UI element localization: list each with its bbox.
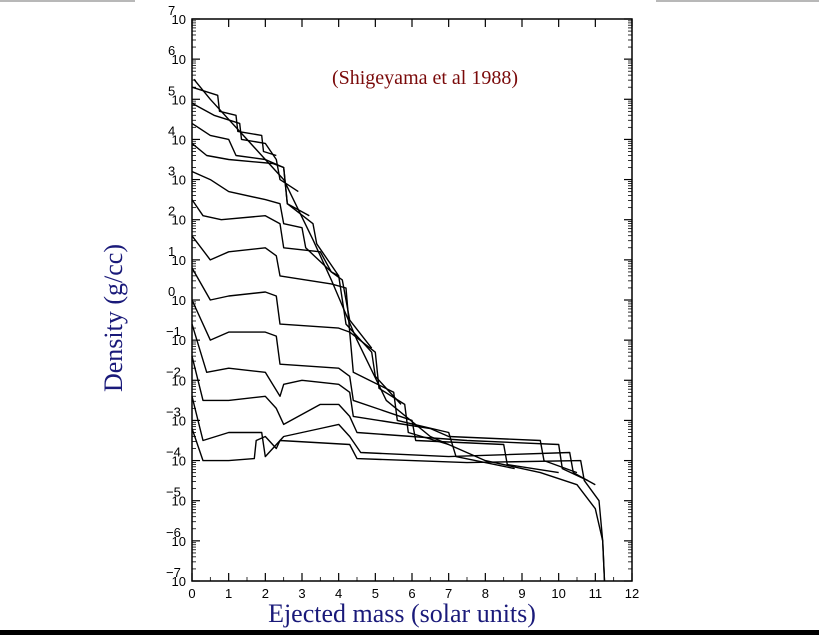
x-axis-ticks: 0 1 2 3 4 5 6 7 8 9 10 11 12 bbox=[188, 19, 639, 601]
density-curve-8 bbox=[191, 235, 449, 446]
density-curve-5 bbox=[191, 142, 340, 277]
density-curve-3 bbox=[191, 102, 299, 193]
x-tick-label: 3 bbox=[298, 586, 305, 601]
y-tick-label: 10 bbox=[172, 373, 186, 388]
x-tick-label: 12 bbox=[625, 586, 639, 601]
y-tick-exponent: 4 bbox=[168, 123, 175, 138]
y-tick-exponent: 5 bbox=[168, 83, 175, 98]
top-edge-right bbox=[656, 0, 819, 2]
x-tick-label: 7 bbox=[445, 586, 452, 601]
y-tick-label: 10 bbox=[172, 253, 186, 268]
chart-annotation: (Shigeyama et al 1988) bbox=[332, 67, 518, 89]
y-tick-exponent: −4 bbox=[166, 445, 181, 460]
density-curve-1 bbox=[193, 78, 606, 582]
y-tick-label: 10 bbox=[172, 454, 186, 469]
x-tick-label: 10 bbox=[551, 586, 565, 601]
y-axis-ticks: 10710610510410310210110010−110−210−310−4… bbox=[166, 3, 632, 589]
y-tick-exponent: 1 bbox=[168, 244, 175, 259]
density-curve-13 bbox=[191, 396, 596, 486]
density-curve-11 bbox=[191, 323, 578, 474]
y-tick-exponent: −6 bbox=[166, 525, 181, 540]
x-axis-label: Ejected mass (solar units) bbox=[268, 599, 536, 628]
y-tick-exponent: 7 bbox=[168, 3, 175, 18]
y-tick-exponent: 6 bbox=[168, 43, 175, 58]
y-tick-exponent: 3 bbox=[168, 164, 175, 179]
y-minor-ticks bbox=[192, 20, 632, 570]
density-curve-4 bbox=[191, 122, 310, 217]
y-tick-exponent: −3 bbox=[166, 404, 181, 419]
y-tick-label: 10 bbox=[172, 574, 186, 589]
y-tick-exponent: −1 bbox=[166, 324, 181, 339]
x-tick-label: 9 bbox=[518, 586, 525, 601]
y-tick-label: 10 bbox=[172, 132, 186, 147]
y-tick-label: 10 bbox=[172, 52, 186, 67]
x-tick-label: 11 bbox=[589, 586, 603, 601]
y-tick-exponent: 0 bbox=[168, 284, 175, 299]
density-curve-10 bbox=[191, 299, 559, 474]
plot-frame bbox=[191, 18, 633, 582]
y-tick-label: 10 bbox=[172, 534, 186, 549]
density-curve-14 bbox=[191, 428, 606, 582]
x-tick-label: 6 bbox=[408, 586, 415, 601]
y-tick-label: 10 bbox=[172, 12, 186, 27]
y-axis-label: Density (g/cc) bbox=[99, 244, 128, 392]
y-tick-label: 10 bbox=[172, 173, 186, 188]
series-layer bbox=[191, 78, 606, 582]
y-tick-label: 10 bbox=[172, 494, 186, 509]
bottom-edge bbox=[0, 630, 819, 635]
density-curve-2 bbox=[191, 86, 277, 157]
y-tick-label: 10 bbox=[172, 92, 186, 107]
right-margin bbox=[656, 0, 819, 635]
density-curve-7 bbox=[191, 199, 402, 405]
top-edge-left bbox=[0, 0, 135, 2]
density-curve-12 bbox=[191, 356, 589, 482]
x-tick-label: 5 bbox=[372, 586, 379, 601]
x-tick-label: 1 bbox=[225, 586, 232, 601]
y-tick-exponent: −2 bbox=[166, 364, 181, 379]
y-tick-exponent: −5 bbox=[166, 485, 181, 500]
density-curve-6 bbox=[191, 170, 373, 349]
x-tick-label: 0 bbox=[188, 586, 195, 601]
y-tick-label: 10 bbox=[172, 293, 186, 308]
density-curve-9 bbox=[191, 267, 515, 470]
y-tick-label: 10 bbox=[172, 213, 186, 228]
x-tick-label: 8 bbox=[482, 586, 489, 601]
left-margin bbox=[0, 0, 135, 635]
y-tick-exponent: −7 bbox=[166, 565, 181, 580]
y-tick-exponent: 2 bbox=[168, 204, 175, 219]
x-tick-label: 4 bbox=[335, 586, 342, 601]
y-tick-label: 10 bbox=[172, 333, 186, 348]
x-tick-label: 2 bbox=[262, 586, 269, 601]
y-tick-label: 10 bbox=[172, 413, 186, 428]
